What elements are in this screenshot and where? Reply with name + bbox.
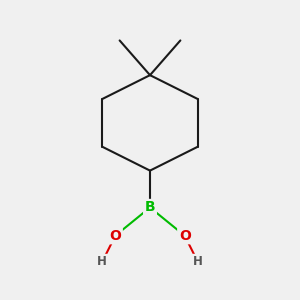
- Text: H: H: [193, 255, 203, 268]
- Text: O: O: [179, 229, 190, 243]
- Text: B: B: [145, 200, 155, 214]
- Text: O: O: [110, 229, 121, 243]
- Text: H: H: [97, 255, 107, 268]
